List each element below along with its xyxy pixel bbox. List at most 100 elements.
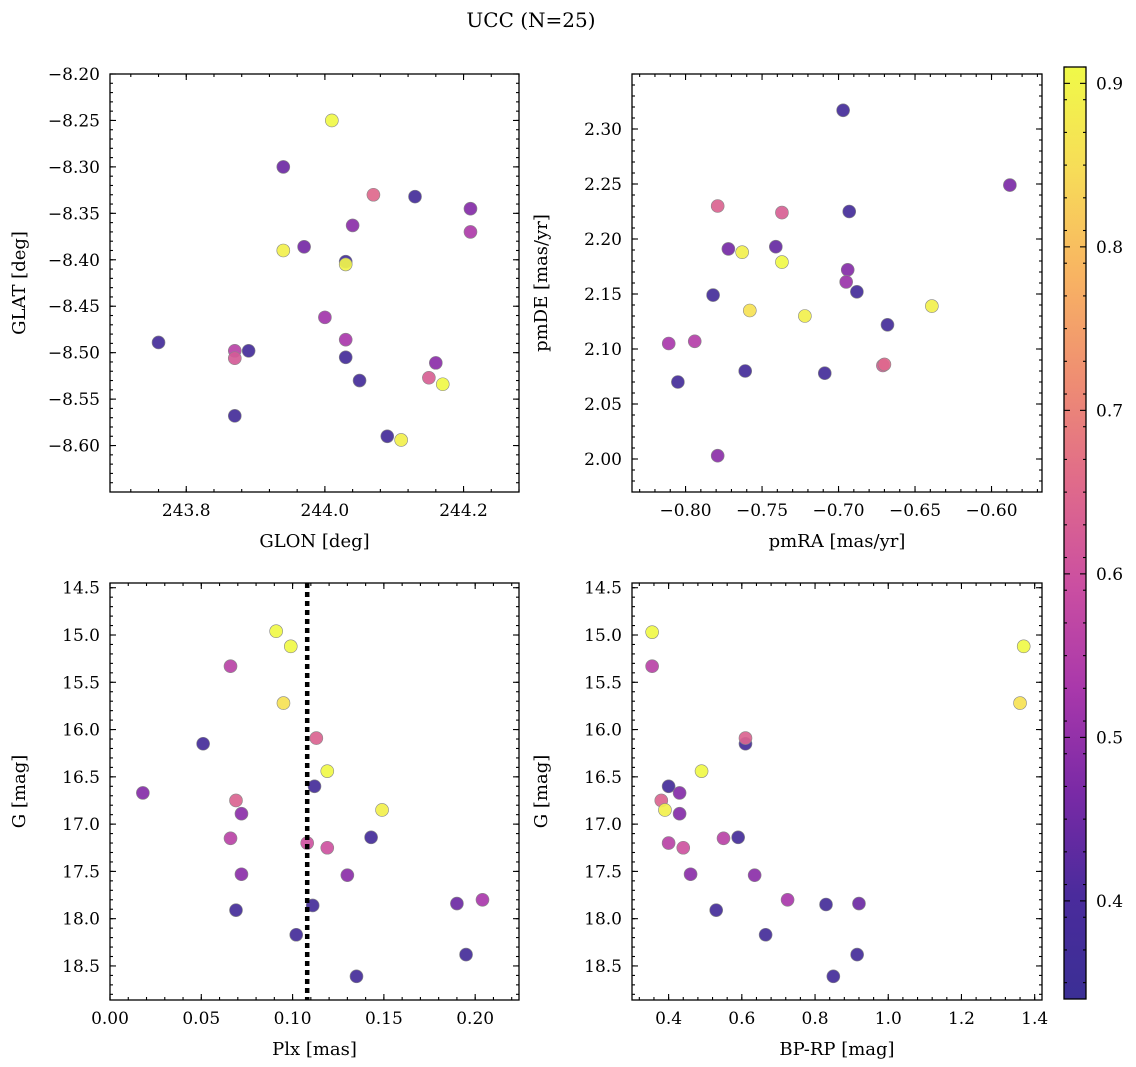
y-tick-label: 16.5 (62, 768, 100, 788)
data-point (780, 892, 795, 907)
y-tick-label: 18.5 (584, 957, 622, 977)
y-axis-label: G [mag] (9, 755, 30, 828)
scatter-panels: 243.8 244.0 244.2 −8.20 −8.25 −8.30 −8.35 −8.40… (9, 65, 1048, 1060)
y-tick-label: 17.5 (584, 862, 622, 882)
data-point (320, 764, 335, 778)
data-point (819, 897, 833, 912)
data-point (475, 892, 490, 907)
x-tick-label: −0.65 (889, 501, 941, 521)
y-tick-label: 2.25 (584, 175, 622, 195)
x-tick-label: 0.10 (274, 1009, 312, 1029)
data-point (234, 867, 249, 882)
y-tick-label: −8.50 (48, 344, 100, 364)
data-point (366, 187, 381, 202)
data-point (276, 696, 291, 710)
y-tick-label: 16.0 (584, 721, 622, 741)
y-tick-label: 15.5 (584, 673, 622, 693)
data-point (836, 103, 850, 118)
y-axis-label: pmDE [mas/yr] (531, 214, 552, 352)
data-point (223, 659, 238, 674)
x-tick-label: 244.0 (301, 501, 350, 521)
data-point (408, 189, 422, 204)
data-point (1016, 639, 1031, 654)
x-tick-label: 244.2 (439, 501, 488, 521)
data-point (1003, 178, 1017, 192)
x-axis-label: GLON [deg] (259, 531, 369, 552)
data-point (338, 332, 353, 347)
colorbar-tick-label: 0.5 (1096, 728, 1123, 748)
axes-frame (109, 73, 520, 493)
colorbar-tick-label: 0.7 (1096, 401, 1123, 421)
y-tick-label: 15.0 (62, 626, 100, 646)
colorbar: 0.4 0.5 0.6 0.7 0.8 0.9 (1063, 66, 1123, 1000)
x-axis-label: pmRA [mas/yr] (769, 531, 906, 552)
x-tick-label: −0.80 (659, 501, 711, 521)
y-tick-label: 18.5 (62, 957, 100, 977)
y-tick-label: 15.5 (62, 673, 100, 693)
data-point (672, 786, 687, 800)
data-point (694, 764, 709, 778)
data-point (710, 199, 725, 213)
data-point (683, 867, 698, 882)
y-tick-label: 15.0 (584, 626, 622, 646)
data-point (735, 245, 749, 259)
data-point (840, 262, 855, 277)
scatter-panel-2: −0.80 −0.75 −0.70 −0.65 −0.60 2.00 2.05 2.10 2.1… (531, 73, 1043, 552)
y-tick-label: 18.0 (584, 910, 622, 930)
y-tick-label: −8.30 (48, 158, 100, 178)
data-point (687, 334, 702, 349)
data-point (852, 896, 866, 911)
data-point (338, 257, 353, 272)
data-point (394, 433, 408, 447)
data-point (716, 831, 731, 846)
data-point (435, 377, 450, 392)
y-tick-label: 16.0 (62, 721, 100, 741)
data-point (320, 840, 335, 855)
data-point (661, 336, 676, 351)
y-tick-label: 17.5 (62, 862, 100, 882)
data-point (289, 927, 304, 942)
data-point (645, 625, 659, 639)
data-point (817, 366, 832, 381)
figure-title: UCC (N=25) (466, 8, 595, 32)
data-point (706, 288, 720, 302)
y-tick-label: 17.0 (62, 815, 100, 835)
colorbar-frame (1063, 66, 1087, 1000)
y-tick-label: −8.45 (48, 297, 100, 317)
y-tick-label: −8.35 (48, 204, 100, 224)
data-point (283, 639, 298, 654)
x-tick-label: −0.70 (812, 501, 864, 521)
data-point (276, 243, 291, 258)
data-point (850, 284, 864, 299)
data-point (758, 927, 773, 942)
x-tick-label: −0.60 (965, 501, 1017, 521)
data-point (325, 113, 339, 128)
y-tick-label: 2.30 (584, 120, 622, 140)
data-point (276, 160, 291, 174)
data-point (380, 429, 395, 444)
scatter-panel-3: 0.00 0.05 0.10 0.15 0.20 14.5 15.0 15.5 16.0 16.5… (9, 579, 520, 1060)
data-point (1013, 696, 1027, 710)
data-point (877, 357, 892, 372)
data-point (463, 225, 478, 239)
data-point (429, 356, 443, 370)
colorbar-tick-label: 0.8 (1096, 238, 1123, 258)
data-point (850, 947, 864, 962)
axes-frame (109, 582, 520, 1001)
axes-frame (631, 582, 1043, 1001)
x-tick-label: 243.8 (162, 501, 211, 521)
y-tick-label: 17.0 (584, 815, 622, 835)
data-point (340, 868, 355, 882)
data-point (229, 793, 243, 808)
data-point (422, 370, 436, 385)
data-point (318, 310, 332, 325)
y-axis-label: GLAT [deg] (9, 231, 30, 335)
y-tick-label: 14.5 (584, 579, 622, 599)
data-point (710, 448, 725, 463)
x-tick-label: −0.75 (736, 501, 788, 521)
data-point (364, 830, 378, 845)
x-tick-label: 0.15 (365, 1009, 403, 1029)
data-point (738, 364, 753, 378)
y-tick-label: 2.15 (584, 285, 622, 305)
x-tick-label: 0.20 (456, 1009, 494, 1029)
